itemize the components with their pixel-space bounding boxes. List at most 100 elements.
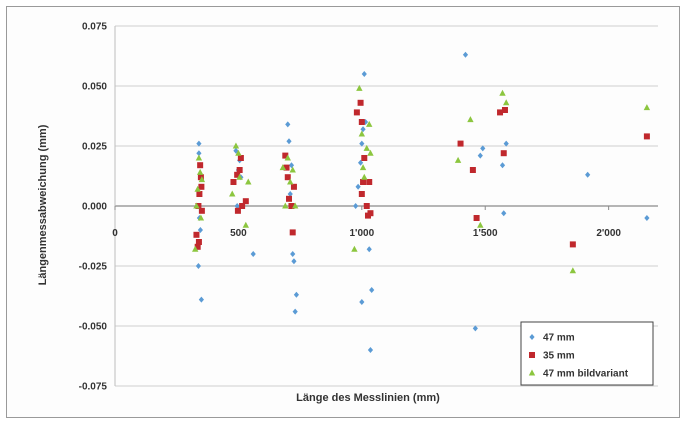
data-point (194, 185, 201, 192)
data-point (367, 347, 374, 353)
data-point (353, 109, 360, 116)
data-point (291, 258, 297, 265)
data-point (229, 190, 236, 197)
data-point (245, 178, 252, 185)
data-point (361, 71, 367, 77)
data-point (473, 215, 480, 221)
data-point (198, 207, 205, 214)
data-point (197, 214, 205, 221)
data-point (194, 243, 201, 250)
data-point (351, 245, 358, 252)
series-2 (193, 99, 650, 250)
data-point (198, 176, 206, 183)
data-point (196, 140, 202, 147)
data-point (363, 203, 370, 209)
y-tick-label: 0.075 (82, 22, 107, 33)
data-point (500, 150, 507, 157)
y-tick-label: 0.050 (82, 82, 107, 93)
y-axis-title: Längenmessabweichung (mm) (37, 124, 49, 285)
data-point (283, 164, 290, 171)
data-point (497, 109, 504, 116)
data-point (643, 104, 651, 111)
y-tick-label: 0.000 (82, 202, 107, 213)
data-point (195, 203, 202, 209)
data-point (477, 221, 484, 228)
data-point (293, 291, 300, 298)
data-point (286, 195, 293, 202)
legend-label: 47 mm (543, 333, 575, 344)
x-tick-label: 500 (230, 228, 247, 239)
data-point (282, 202, 289, 209)
data-point (361, 155, 368, 161)
data-point (643, 133, 650, 140)
y-tick-label: -0.050 (79, 322, 108, 333)
data-point (585, 171, 591, 178)
data-point (360, 179, 367, 185)
data-point (236, 173, 243, 180)
data-point (287, 191, 293, 197)
data-point (290, 183, 297, 190)
data-point (236, 167, 243, 173)
data-point (366, 246, 372, 253)
data-point (198, 183, 205, 190)
data-point (284, 174, 291, 181)
legend-marker (528, 369, 536, 376)
data-point (234, 207, 241, 214)
data-point (195, 154, 203, 161)
x-tick-label: 0 (112, 228, 118, 239)
data-point (239, 203, 246, 209)
legend: 47 mm 35 mm 47 mm bildvariant (520, 321, 654, 386)
data-point (282, 152, 289, 159)
data-point (366, 120, 373, 127)
data-point (353, 203, 359, 209)
legend-label: 35 mm (543, 351, 575, 362)
data-point (454, 156, 462, 163)
data-point (195, 239, 202, 245)
data-point (230, 179, 237, 185)
data-point (196, 168, 204, 175)
data-point (197, 174, 204, 181)
data-point (503, 140, 509, 147)
data-point (367, 149, 374, 156)
data-point (359, 140, 365, 147)
data-point (232, 142, 240, 149)
data-point (360, 126, 366, 133)
data-point (358, 191, 365, 197)
data-point (287, 178, 294, 185)
data-point (195, 263, 202, 269)
data-point (291, 202, 299, 209)
data-point (457, 140, 464, 147)
data-point (357, 159, 364, 166)
data-point (355, 183, 361, 190)
data-point (284, 154, 291, 161)
data-points (192, 51, 651, 353)
x-tick-label: 2'000 (596, 228, 621, 239)
data-point (467, 116, 474, 123)
series-1 (195, 51, 650, 353)
data-point (234, 171, 241, 178)
y-tick-label: -0.075 (79, 382, 108, 393)
data-point (235, 149, 242, 156)
data-point (290, 251, 296, 257)
y-tick-label: 0.025 (82, 142, 107, 153)
data-point (279, 164, 287, 171)
data-point (286, 138, 292, 145)
data-point (198, 296, 204, 303)
y-axis-ticks: -0.075 -0.050 -0.025 0.000 0.025 0.050 0.075 (79, 22, 108, 393)
legend-box (520, 321, 654, 386)
data-point (569, 241, 576, 248)
data-point (366, 179, 373, 185)
data-point (469, 167, 476, 173)
data-point (358, 130, 366, 137)
data-point (196, 191, 203, 197)
series-3 (192, 84, 651, 274)
data-point (644, 215, 650, 221)
data-point (363, 144, 370, 151)
data-point (289, 166, 296, 173)
x-axis-title: Länge des Messlinien (mm) (296, 392, 440, 404)
data-point (369, 287, 375, 293)
x-tick-label: 1'500 (473, 228, 498, 239)
data-point (358, 119, 365, 125)
data-point (193, 202, 200, 209)
